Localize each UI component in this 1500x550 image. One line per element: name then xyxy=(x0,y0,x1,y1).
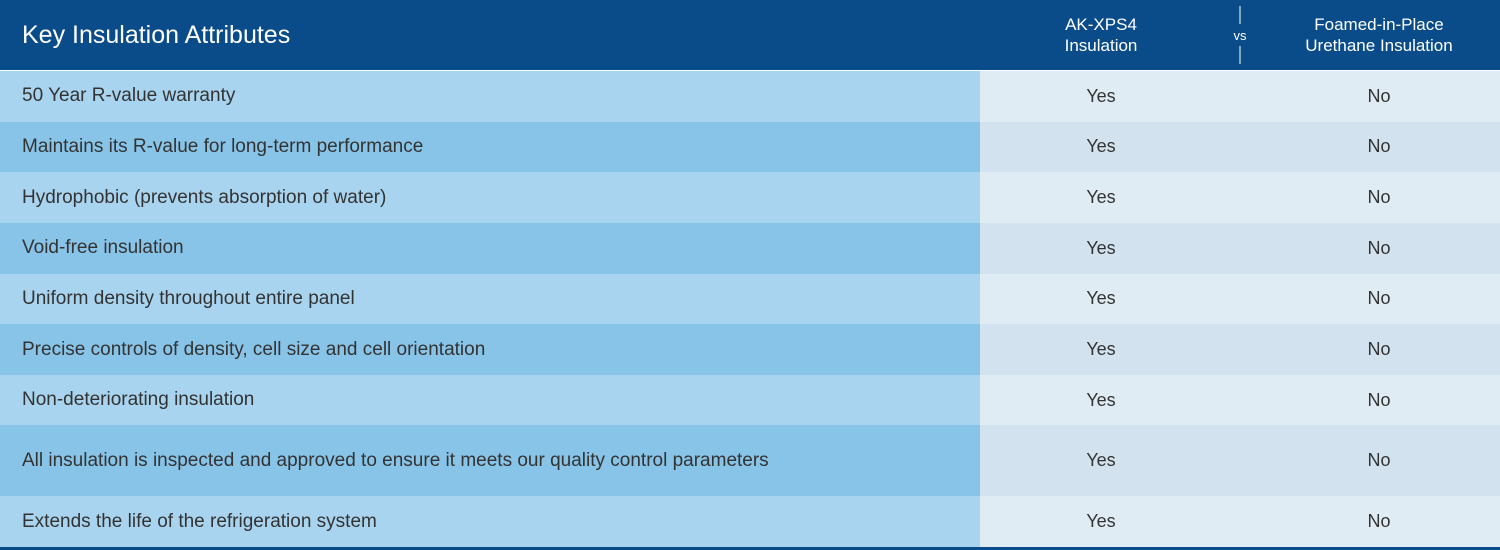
attribute-cell: Uniform density throughout entire panel xyxy=(0,274,980,325)
column-header-1: AK-XPS4Insulation xyxy=(980,0,1222,70)
value-cell-col1: Yes xyxy=(980,425,1222,496)
value-cell-col1: Yes xyxy=(980,172,1222,223)
attribute-cell: Void-free insulation xyxy=(0,223,980,274)
table-body: 50 Year R-value warrantyYesNoMaintains i… xyxy=(0,71,1500,547)
table-row: All insulation is inspected and approved… xyxy=(0,425,1500,496)
value-cell-col2: No xyxy=(1258,375,1500,426)
table-row: Uniform density throughout entire panelY… xyxy=(0,274,1500,325)
column-header-2: Foamed-in-PlaceUrethane Insulation xyxy=(1258,0,1500,70)
table-row: Maintains its R-value for long-term perf… xyxy=(0,122,1500,173)
vs-spacer xyxy=(1222,375,1258,426)
comparison-table: Key Insulation Attributes AK-XPS4Insulat… xyxy=(0,0,1500,550)
table-title: Key Insulation Attributes xyxy=(0,0,980,70)
table-row: 50 Year R-value warrantyYes No xyxy=(0,71,1500,122)
value-cell-col1: Yes xyxy=(980,496,1222,547)
attribute-cell: Extends the life of the refrigeration sy… xyxy=(0,496,980,547)
vs-spacer xyxy=(1222,425,1258,496)
attribute-cell: 50 Year R-value warranty xyxy=(0,71,980,122)
table-row: Void-free insulationYes No xyxy=(0,223,1500,274)
vs-spacer xyxy=(1222,274,1258,325)
table-row: Hydrophobic (prevents absorption of wate… xyxy=(0,172,1500,223)
vs-spacer xyxy=(1222,172,1258,223)
value-cell-col2: No xyxy=(1258,324,1500,375)
vs-line-icon xyxy=(1240,6,1241,24)
value-cell-col1: Yes xyxy=(980,324,1222,375)
table-row: Extends the life of the refrigeration sy… xyxy=(0,496,1500,547)
attribute-cell: Hydrophobic (prevents absorption of wate… xyxy=(0,172,980,223)
attribute-cell: Non-deteriorating insulation xyxy=(0,375,980,426)
table-row: Non-deteriorating insulationYes No xyxy=(0,375,1500,426)
vs-spacer xyxy=(1222,496,1258,547)
value-cell-col1: Yes xyxy=(980,375,1222,426)
vs-label: vs xyxy=(1234,28,1247,43)
vs-separator: vs xyxy=(1222,0,1258,70)
value-cell-col2: No xyxy=(1258,223,1500,274)
value-cell-col2: No xyxy=(1258,274,1500,325)
value-cell-col1: Yes xyxy=(980,71,1222,122)
vs-line-icon xyxy=(1240,46,1241,64)
vs-spacer xyxy=(1222,122,1258,173)
table-header-row: Key Insulation Attributes AK-XPS4Insulat… xyxy=(0,0,1500,71)
attribute-cell: Precise controls of density, cell size a… xyxy=(0,324,980,375)
attribute-cell: All insulation is inspected and approved… xyxy=(0,425,980,496)
table-row: Precise controls of density, cell size a… xyxy=(0,324,1500,375)
value-cell-col2: No xyxy=(1258,425,1500,496)
vs-spacer xyxy=(1222,223,1258,274)
vs-spacer xyxy=(1222,71,1258,122)
value-cell-col1: Yes xyxy=(980,223,1222,274)
vs-spacer xyxy=(1222,324,1258,375)
value-cell-col2: No xyxy=(1258,71,1500,122)
attribute-cell: Maintains its R-value for long-term perf… xyxy=(0,122,980,173)
value-cell-col2: No xyxy=(1258,496,1500,547)
value-cell-col1: Yes xyxy=(980,122,1222,173)
value-cell-col2: No xyxy=(1258,172,1500,223)
value-cell-col2: No xyxy=(1258,122,1500,173)
value-cell-col1: Yes xyxy=(980,274,1222,325)
